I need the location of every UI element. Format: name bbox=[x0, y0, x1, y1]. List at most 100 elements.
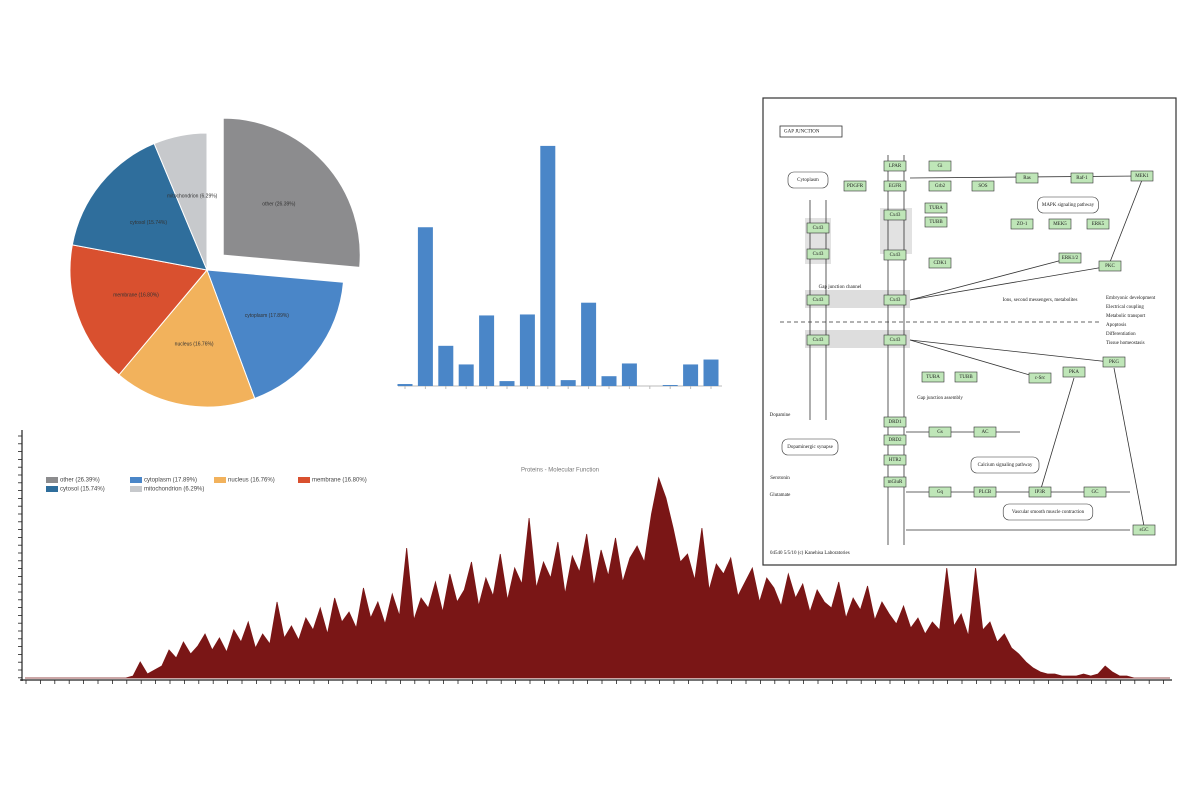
bar bbox=[519, 314, 535, 386]
gene-label: LPAR bbox=[889, 164, 902, 169]
gene-box bbox=[924, 216, 948, 228]
gene-label: PKC bbox=[1105, 264, 1115, 269]
diagram-footer: 04540 5/5/10 (c) Kanehisa Laboratories bbox=[770, 551, 850, 556]
gene-box bbox=[1130, 170, 1154, 182]
slice-label: cytoplasm (17.89%) bbox=[245, 313, 290, 319]
outcome-label: Differentiation bbox=[1106, 332, 1136, 337]
gene-box bbox=[883, 334, 907, 346]
outcome-label: Tissue homeostasis bbox=[1106, 341, 1145, 346]
gene-label: HTR2 bbox=[889, 458, 902, 463]
gene-label: TUBB bbox=[929, 220, 943, 225]
pie-slice bbox=[206, 269, 344, 400]
spectrum-area bbox=[25, 476, 1170, 679]
gene-label: Cx43 bbox=[890, 213, 901, 218]
gene-box bbox=[883, 434, 907, 446]
slice-label: cytosol (15.74%) bbox=[130, 220, 168, 226]
gene-label: Gq bbox=[937, 490, 944, 495]
gene-label: Cx43 bbox=[813, 298, 824, 303]
legend-swatch bbox=[46, 477, 58, 483]
gene-box bbox=[1048, 218, 1072, 230]
gene-box bbox=[1070, 172, 1094, 184]
gene-box bbox=[883, 294, 907, 306]
gene-label: Gs bbox=[937, 430, 943, 435]
diagram-label: Gap junction channel bbox=[819, 285, 862, 290]
gene-box bbox=[1132, 524, 1156, 536]
bar bbox=[499, 381, 515, 386]
diagram-label: Gap junction assembly bbox=[917, 396, 963, 401]
slice-label: mitochondrion (6.29%) bbox=[167, 193, 218, 199]
gene-box bbox=[1028, 486, 1052, 498]
diagram-label: Cytoplasm bbox=[797, 178, 819, 183]
gene-label: ERK1/2 bbox=[1062, 256, 1079, 261]
gene-label: Cx43 bbox=[890, 253, 901, 258]
gene-box bbox=[928, 486, 952, 498]
pie-slice bbox=[153, 132, 208, 271]
gene-box bbox=[924, 202, 948, 214]
legend-swatch bbox=[298, 477, 310, 483]
gene-box bbox=[883, 249, 907, 261]
gene-label: ERK5 bbox=[1092, 222, 1105, 227]
gene-box bbox=[1015, 172, 1039, 184]
gene-label: mGluR bbox=[888, 480, 903, 485]
gene-box bbox=[1102, 356, 1126, 368]
edge bbox=[1113, 367, 1145, 527]
gene-label: PKA bbox=[1069, 370, 1079, 375]
gene-label: Raf-1 bbox=[1076, 176, 1088, 181]
gene-box bbox=[1083, 486, 1107, 498]
gene-box bbox=[883, 209, 907, 221]
gene-label: sGC bbox=[1140, 528, 1150, 533]
gene-box bbox=[973, 486, 997, 498]
pie-slice bbox=[69, 244, 208, 376]
gene-label: TUBA bbox=[929, 206, 943, 211]
legend-label: cytosol (15.74%) bbox=[60, 487, 105, 493]
gene-label: SOS bbox=[978, 184, 987, 189]
pathway-diagram: GAP JUNCTION Cx43 Cx43 Cx43 Cx43 Cx43 Cx43 Cx4… bbox=[762, 97, 1177, 566]
gene-box bbox=[1098, 260, 1122, 272]
gene-box bbox=[921, 371, 945, 383]
diagram-label: MAPK signaling pathway bbox=[1042, 203, 1095, 208]
label-bubble bbox=[781, 438, 839, 456]
legend-label: other (26.39%) bbox=[60, 478, 100, 484]
gene-box bbox=[1010, 218, 1034, 230]
edge bbox=[909, 265, 1111, 301]
gene-box bbox=[883, 476, 907, 488]
legend-swatch bbox=[130, 477, 142, 483]
diagram-label: Calcium signaling pathway bbox=[978, 463, 1033, 468]
bar bbox=[540, 145, 556, 386]
legend-swatch bbox=[130, 486, 142, 492]
gene-label: TUBB bbox=[959, 375, 973, 380]
bar bbox=[621, 363, 637, 386]
gene-box bbox=[843, 180, 867, 192]
legend-label: cytoplasm (17.89%) bbox=[144, 478, 197, 484]
gene-label: EGFR bbox=[889, 184, 902, 189]
slice-label: other (26.39%) bbox=[262, 202, 295, 208]
title-box bbox=[779, 125, 843, 138]
bar bbox=[479, 315, 495, 386]
gene-label: Cx43 bbox=[890, 298, 901, 303]
gene-label: Ras bbox=[1023, 176, 1031, 181]
diagram-label: Dopaminergic synapse bbox=[787, 445, 833, 450]
gene-label: ZO-1 bbox=[1017, 222, 1028, 227]
gene-box bbox=[954, 371, 978, 383]
pie-slice bbox=[222, 117, 361, 268]
legend-swatch bbox=[46, 486, 58, 492]
outcome-label: Metabolic transport bbox=[1106, 314, 1146, 319]
outcome-label: Apoptosis bbox=[1106, 323, 1126, 328]
gene-label: Cx43 bbox=[890, 338, 901, 343]
bar bbox=[601, 376, 617, 386]
gene-label: DRD2 bbox=[888, 438, 902, 443]
diagram-label: Glutamate bbox=[770, 493, 792, 498]
bar bbox=[703, 359, 719, 386]
bar bbox=[438, 345, 454, 386]
gene-box bbox=[928, 257, 952, 269]
gene-box bbox=[806, 334, 830, 346]
gene-box bbox=[806, 222, 830, 234]
gene-label: PDGFR bbox=[847, 184, 864, 189]
gene-box bbox=[1086, 218, 1110, 230]
label-bubble bbox=[1037, 196, 1099, 214]
gene-label: AC bbox=[982, 430, 990, 435]
gene-label: Cx43 bbox=[813, 226, 824, 231]
bar bbox=[560, 380, 576, 386]
gene-label: Cx43 bbox=[813, 252, 824, 257]
gene-box bbox=[928, 426, 952, 438]
